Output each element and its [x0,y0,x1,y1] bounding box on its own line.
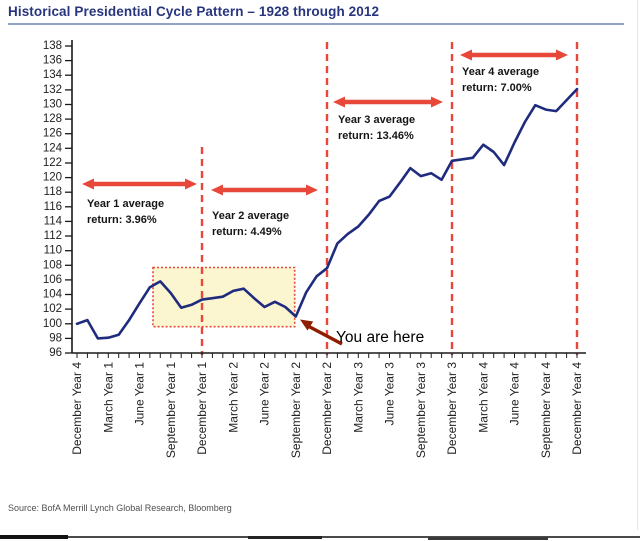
y-tick-label: 130 [43,99,62,111]
x-tick-label: March Year 2 [226,362,240,433]
bottom-crop-mark [428,537,548,540]
year-2-range-arrow-right-head [306,184,318,196]
bottom-crop-mark [248,536,322,539]
x-tick-label: March Year 4 [476,362,490,433]
annotation-year-1-line2: return: 3.96% [87,214,157,226]
y-tick-label: 124 [43,142,63,154]
annotation-year-3: Year 3 average return: 13.46% [338,112,415,144]
year-1-range-arrow-right-head [185,178,197,190]
annotation-year-4: Year 4 average return: 7.00% [462,64,539,96]
x-tick-label: March Year 1 [101,362,115,433]
year-3-range-arrow-left-head [333,96,345,108]
cycle-line [75,87,579,340]
x-tick-label: September Year 4 [539,362,553,458]
y-tick-label: 122 [43,157,62,169]
chart-title: Historical Presidential Cycle Pattern – … [8,4,380,19]
you-are-here-arrow [307,324,343,346]
you-are-here-label: You are here [336,329,425,346]
x-tick-label: December Year 3 [445,362,459,455]
x-tick-label: June Year 1 [133,362,147,426]
title-underline-rule [8,23,624,25]
y-tick-label: 112 [44,230,62,242]
y-tick-label: 100 [43,318,62,330]
annotation-year-4-line1: Year 4 average [462,66,540,78]
y-tick-label: 114 [44,215,63,227]
y-tick-label: 106 [43,274,62,286]
y-tick-label: 138 [43,40,62,52]
x-tick-label: September Year 2 [289,362,303,458]
annotation-year-3-line2: return: 13.46% [338,130,414,142]
y-tick-label: 128 [43,113,62,125]
y-tick-label: 126 [43,128,62,140]
y-tick-label: 96 [49,347,62,359]
x-tick-label: December Year 2 [320,362,334,455]
year-1-range-arrow-left-head [82,178,94,190]
y-tick-label: 116 [44,201,62,213]
y-tick-label: 136 [43,55,62,67]
bottom-crop-mark [0,535,68,539]
x-tick-label: September Year 3 [414,362,428,458]
y-tick-label: 118 [44,186,62,198]
annotation-year-1-line1: Year 1 average [87,198,165,210]
x-tick-label: June Year 3 [383,362,397,426]
annotation-year-3-line1: Year 3 average [338,114,416,126]
x-tick-label: September Year 1 [164,362,178,458]
x-tick-label: December Year 1 [195,362,209,455]
annotation-year-4-line2: return: 7.00% [462,82,532,94]
year-2-range-arrow-left-head [211,184,223,196]
year-4-range-arrow-right-head [556,49,568,61]
x-tick-label: December Year 4 [570,362,584,455]
y-tick-label: 104 [43,289,63,301]
y-tick-label: 110 [44,245,62,257]
source-text: Source: BofA Merrill Lynch Global Resear… [8,503,232,513]
x-tick-label: March Year 3 [351,362,365,433]
annotation-year-2-line2: return: 4.49% [212,226,282,238]
year-4-range-arrow-left-head [460,49,472,61]
year-3-range-arrow-right-head [431,96,443,108]
x-tick-label: June Year 4 [508,362,522,426]
x-tick-label: June Year 2 [258,362,272,426]
y-tick-label: 132 [43,84,62,96]
y-tick-label: 120 [43,172,62,184]
y-tick-label: 102 [43,303,62,315]
x-tick-label: December Year 4 [70,362,84,455]
annotation-year-2: Year 2 average return: 4.49% [212,208,289,240]
annotation-year-2-line1: Year 2 average [212,210,290,222]
y-tick-label: 134 [43,69,63,81]
page-right-edge [637,0,638,530]
y-tick-label: 108 [43,259,62,271]
annotation-year-1: Year 1 average return: 3.96% [87,196,164,228]
you-are-here-arrow-head [300,319,314,331]
y-tick-label: 98 [49,332,62,344]
